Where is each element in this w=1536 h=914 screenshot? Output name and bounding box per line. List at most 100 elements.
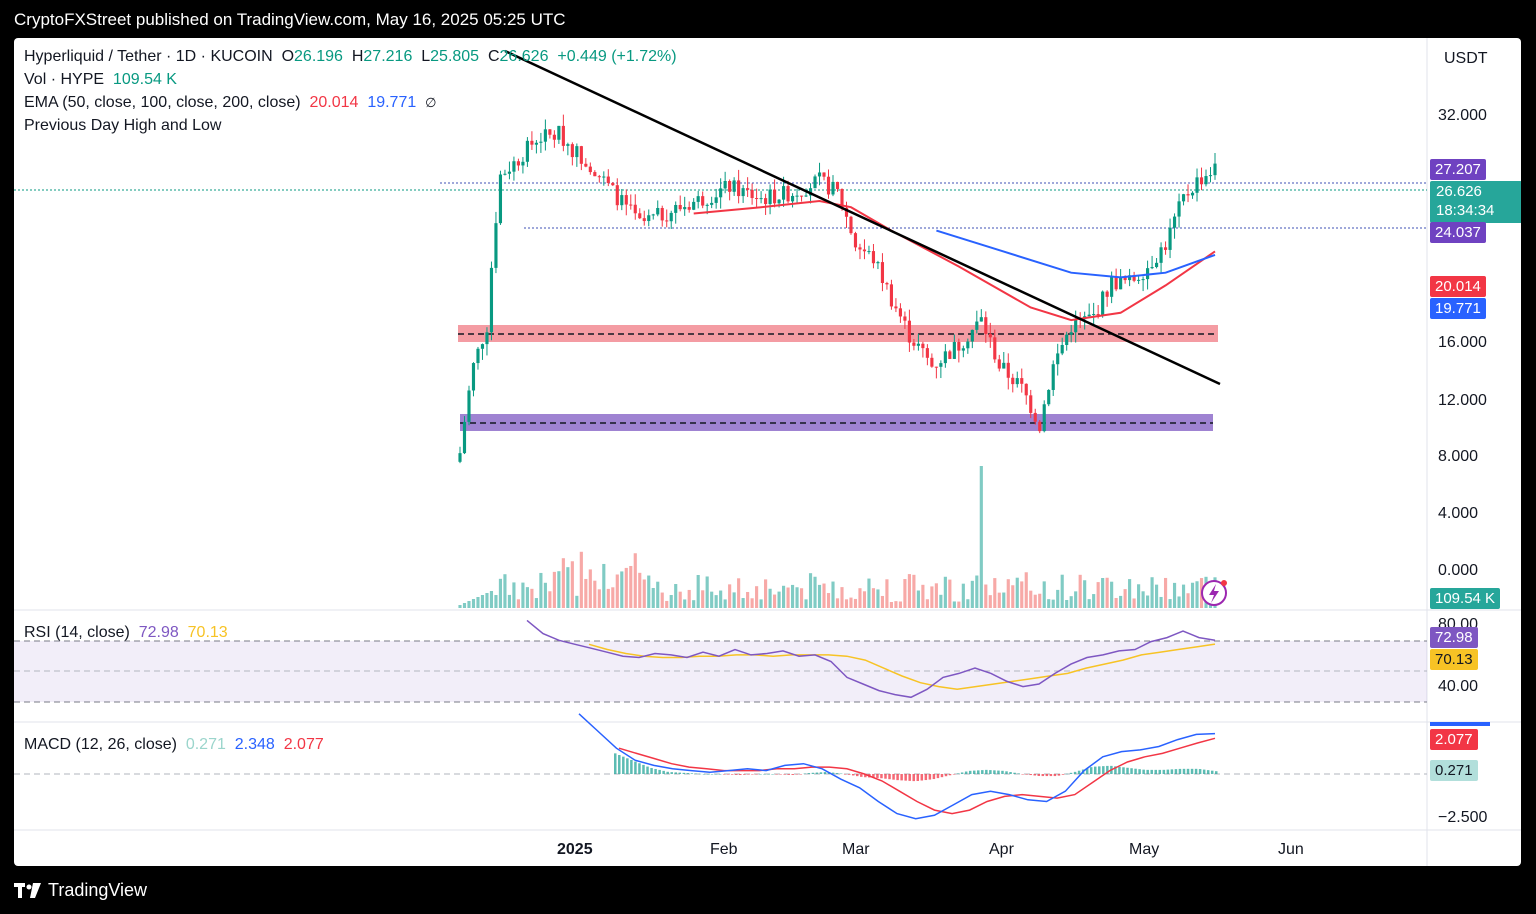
macd-histogram-bar xyxy=(831,772,835,774)
macd-histogram-bar xyxy=(783,774,786,775)
ema100-line xyxy=(936,229,1216,279)
volume-bar xyxy=(799,588,804,608)
ema-legend[interactable]: EMA (50, close, 100, close, 200, close) … xyxy=(24,94,436,112)
volume-bar xyxy=(867,578,871,608)
candlestick-series xyxy=(458,114,1217,464)
volume-bar xyxy=(853,598,858,608)
macd-histogram-bar xyxy=(940,774,944,778)
currency-label[interactable]: USDT xyxy=(1444,50,1488,67)
macd-histogram-bar xyxy=(908,774,911,781)
volume-bar xyxy=(471,599,476,608)
volume-bar xyxy=(719,590,723,608)
macd-histogram-bar xyxy=(1170,769,1174,774)
macd-histogram-bar xyxy=(1206,770,1210,774)
macd-histogram-bar xyxy=(654,768,657,774)
candle-body xyxy=(853,233,858,248)
volume-bar xyxy=(512,582,516,608)
candle-body xyxy=(741,188,745,197)
volume-bar xyxy=(1137,584,1141,608)
volume-bar xyxy=(1168,599,1172,608)
candle-body xyxy=(997,359,1001,369)
pdhl-label: Previous Day High and Low xyxy=(24,117,222,134)
macd-histogram-bar xyxy=(956,773,960,774)
macd-histogram-bar xyxy=(835,773,839,774)
rsi-legend[interactable]: RSI (14, close) 72.98 70.13 xyxy=(24,624,228,642)
macd-histogram-bar xyxy=(912,774,915,782)
volume-bar xyxy=(808,573,813,608)
volume-bar xyxy=(633,553,637,608)
macd-histogram-bar xyxy=(710,774,714,775)
macd-histogram-bar xyxy=(799,774,803,775)
volume-bar xyxy=(1132,598,1136,608)
macd-histogram-bar xyxy=(747,774,750,775)
candle-body xyxy=(1177,201,1181,217)
candle-body xyxy=(764,198,768,205)
candle-body xyxy=(629,204,633,206)
macd-histogram-bar xyxy=(1178,768,1182,774)
rsi-ma-line xyxy=(588,643,1216,691)
candle-body xyxy=(1060,344,1064,354)
volume-bar xyxy=(903,579,907,608)
candle-body xyxy=(710,202,714,205)
candle-body xyxy=(1011,377,1015,385)
macd-hist-value: 0.271 xyxy=(185,736,226,753)
candle-body xyxy=(723,181,727,189)
candle-body xyxy=(494,223,498,268)
volume-bar xyxy=(683,599,687,608)
volume-bar xyxy=(781,585,786,608)
macd-histogram-bar xyxy=(1033,774,1036,776)
candle-body xyxy=(458,453,462,462)
macd-histogram-bar xyxy=(1098,766,1101,774)
volume-bar xyxy=(790,584,795,608)
rsi-line xyxy=(526,619,1216,699)
candle-body xyxy=(1155,262,1159,268)
macd-histogram-bar xyxy=(823,772,827,774)
volume-bar xyxy=(728,584,732,608)
macd-histogram-bar xyxy=(646,766,649,774)
chart-canvas[interactable] xyxy=(14,38,1521,866)
candle-body xyxy=(575,146,579,158)
macd-histogram-bar xyxy=(626,758,629,774)
macd-histogram-bar xyxy=(1134,768,1137,774)
ema50-line xyxy=(693,199,1216,322)
candle-body xyxy=(696,196,700,202)
macd-legend[interactable]: MACD (12, 26, close) 0.271 2.348 2.077 xyxy=(24,736,324,754)
candle-body xyxy=(961,348,965,351)
candle-body xyxy=(912,342,916,346)
volume-tag: 109.54 K xyxy=(1430,588,1501,609)
tradingview-brand[interactable]: TradingView xyxy=(14,880,147,901)
volume-bar xyxy=(957,601,961,608)
macd-histogram-bar xyxy=(767,774,770,775)
candle-body xyxy=(566,144,570,146)
volume-bar xyxy=(642,579,646,608)
volume-bar xyxy=(939,594,943,608)
candle-body xyxy=(1087,314,1091,317)
macd-histogram-bar xyxy=(811,772,815,774)
candle-body xyxy=(871,251,876,264)
macd-histogram-bar xyxy=(993,770,996,774)
macd-histogram-bar xyxy=(948,774,952,776)
macd-histogram-bar xyxy=(1053,774,1057,777)
pdhl-legend[interactable]: Previous Day High and Low xyxy=(24,117,221,135)
volume-legend[interactable]: Vol · HYPE 109.54 K xyxy=(24,71,177,89)
symbol-legend[interactable]: Hyperliquid / Tether · 1D · KUCOIN O26.1… xyxy=(24,48,677,66)
volume-bar xyxy=(1029,590,1033,608)
volume-bar xyxy=(1002,592,1006,608)
candle-body xyxy=(808,188,813,196)
brand-name: TradingView xyxy=(48,880,148,900)
volume-bar xyxy=(1087,599,1091,608)
volume-bar xyxy=(701,590,705,608)
macd-histogram-bar xyxy=(1001,770,1004,774)
volume-bar xyxy=(584,578,588,608)
volume-bar xyxy=(755,586,759,608)
macd-histogram-bar xyxy=(706,774,710,775)
flash-icon[interactable] xyxy=(1201,580,1227,606)
macd-histogram-bar xyxy=(977,770,980,774)
volume-bar xyxy=(795,587,799,608)
macd-histogram-bar xyxy=(1198,769,1202,774)
macd-histogram-bar xyxy=(759,774,762,775)
candle-body xyxy=(1199,177,1204,185)
volume-bar xyxy=(710,591,714,608)
macd-histogram-bar xyxy=(916,774,920,781)
candle-body xyxy=(660,207,664,221)
